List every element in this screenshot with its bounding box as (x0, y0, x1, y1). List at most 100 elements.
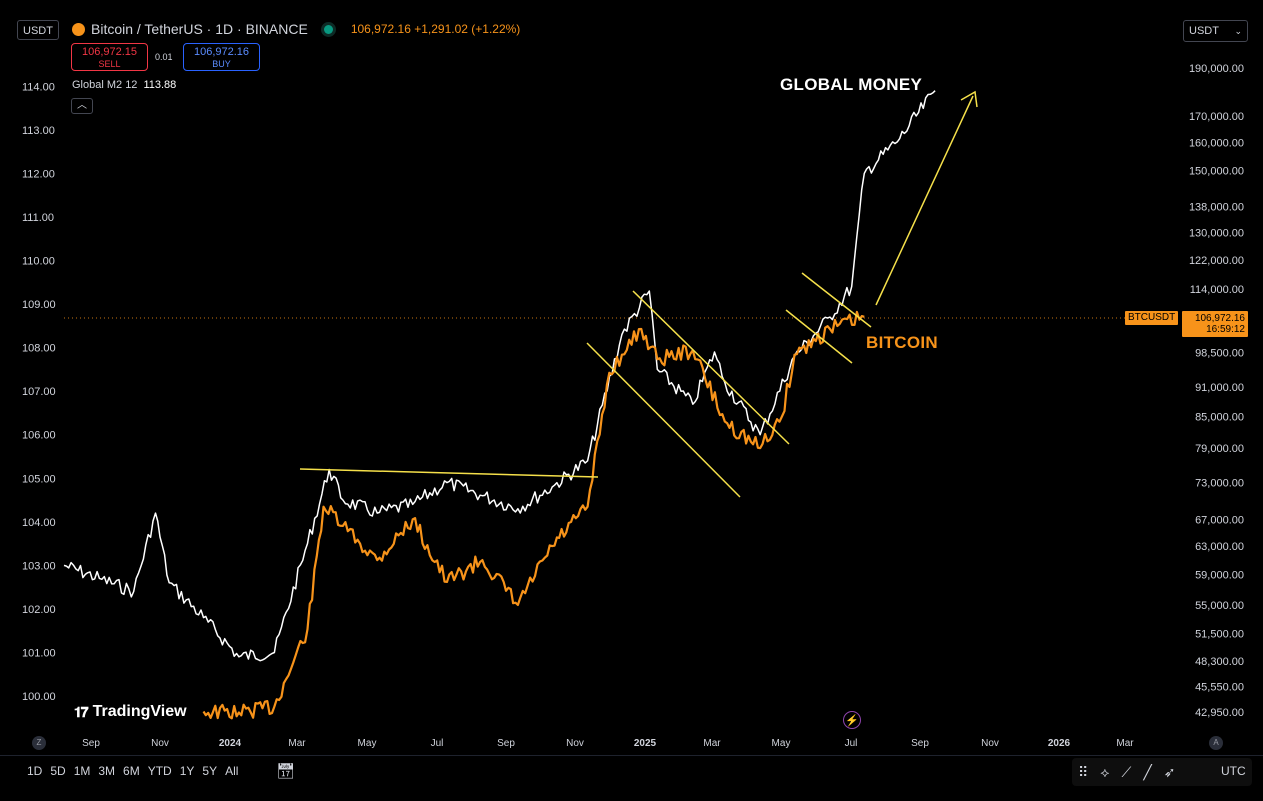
time-axis-tick-label: Nov (566, 738, 584, 749)
time-axis-tick-label: Mar (703, 738, 721, 749)
left-axis-tick-label: 107.00 (22, 386, 56, 398)
trend-line-icon[interactable]: ╱ (1143, 763, 1152, 780)
currency-select[interactable]: USDT ⌄ (1183, 20, 1248, 42)
auto-scale-toggle[interactable]: A (1209, 736, 1223, 750)
left-axis-tick-label: 106.00 (22, 430, 56, 442)
range-1d[interactable]: 1D (27, 764, 43, 778)
time-axis-tick-label: Mar (1116, 738, 1134, 749)
flag-upper-line (801, 272, 872, 328)
time-axis[interactable]: Sep Nov 2024 Mar May Jul Sep Nov 2025 Mar May Jul Se… (82, 738, 1134, 749)
right-axis-tick-label: 122,000.00 (1189, 255, 1244, 267)
grip-icon[interactable]: ⠿ (1078, 763, 1089, 780)
time-axis-tick-label: Sep (911, 738, 929, 749)
market-open-status-icon (323, 24, 333, 34)
tradingview-watermark: 𝟏𝟕 TradingView (74, 703, 187, 721)
time-axis-tick-label: Sep (82, 738, 100, 749)
time-axis-tick-label: May (772, 738, 791, 749)
sell-button[interactable]: 106,972.15 SELL (71, 43, 148, 71)
bitcoin-annotation[interactable]: BITCOIN (866, 333, 938, 352)
current-price-tag: 106,972.16 16:59:12 (1182, 311, 1248, 337)
right-axis-tick-label: 51,500.00 (1195, 628, 1244, 640)
right-axis-tick-label: 45,550.00 (1195, 682, 1244, 694)
symbol-price-tag: BTCUSDT (1125, 311, 1179, 325)
date-range-buttons: 1D 5D 1M 3M 6M YTD 1Y 5Y All (27, 764, 246, 778)
bar-countdown: 16:59:12 (1206, 324, 1245, 335)
right-axis-tick-label: 48,300.00 (1195, 656, 1244, 668)
range-1m[interactable]: 1M (73, 764, 91, 778)
drawing-tools-panel: ⠿ ⟡ ⟋ ╱ ➶ (1072, 758, 1252, 786)
sell-label: SELL (98, 59, 121, 69)
range-1y[interactable]: 1Y (179, 764, 195, 778)
time-axis-tick-label: Sep (497, 738, 515, 749)
left-axis-tick-label: 100.00 (22, 691, 56, 703)
right-axis-tick-label: 138,000.00 (1189, 201, 1244, 213)
left-axis-tick-label: 111.00 (22, 212, 54, 224)
left-axis-tick-label: 104.00 (22, 517, 56, 529)
right-axis-tick-label: 67,000.00 (1195, 514, 1244, 526)
line-tool-icon[interactable]: ⟋ (1121, 763, 1132, 780)
projection-arrow-head (960, 90, 978, 108)
collapse-legend-button[interactable]: ︿ (71, 98, 93, 114)
global-money-annotation[interactable]: GLOBAL MONEY (780, 75, 923, 94)
right-axis-tick-label: 85,000.00 (1195, 411, 1244, 423)
time-axis-tick-label: Nov (981, 738, 999, 749)
left-axis-tick-label: 105.00 (22, 473, 56, 485)
channel-lower-line (586, 342, 741, 498)
buy-button[interactable]: 106,972.16 BUY (183, 43, 260, 71)
indicator-name: Global M2 12 (72, 79, 138, 91)
indicator-legend[interactable]: Global M2 12 113.88 (72, 79, 176, 91)
time-axis-tick-label: Jul (845, 738, 858, 749)
buy-label: BUY (212, 59, 231, 69)
flag-lower-line (785, 309, 853, 364)
range-5y[interactable]: 5Y (202, 764, 218, 778)
left-axis-tick-label: 101.00 (22, 647, 56, 659)
projection-arrow-line (875, 95, 974, 306)
right-axis-tick-label: 170,000.00 (1189, 111, 1244, 123)
right-axis-tick-label: 63,000.00 (1195, 541, 1244, 553)
right-axis-tick-label: 42,950.00 (1195, 707, 1244, 719)
left-axis-tick-label: 110.00 (22, 256, 55, 268)
left-axis-tick-label: 109.00 (22, 299, 56, 311)
right-axis-tick-label: 79,000.00 (1195, 443, 1244, 455)
time-axis-tick-label: 2025 (634, 738, 657, 749)
range-5d[interactable]: 5D (50, 764, 66, 778)
left-axis-tick-label: 114.00 (22, 81, 55, 93)
range-all[interactable]: All (225, 764, 239, 778)
calendar-icon[interactable]: 📅︎ (276, 763, 296, 780)
horizontal-resistance-line (299, 468, 599, 478)
pattern-icon[interactable]: ⟡ (1100, 763, 1110, 780)
chart-title[interactable]: Bitcoin / TetherUS · 1D · BINANCE (91, 21, 308, 37)
time-axis-tick-label: 2026 (1048, 738, 1071, 749)
chart-title-row: Bitcoin / TetherUS · 1D · BINANCE 106,97… (72, 21, 520, 37)
tradingview-logo-icon: 𝟏𝟕 (74, 703, 89, 720)
last-price-change: 106,972.16 +1,291.02 (+1.22%) (351, 22, 520, 36)
right-axis-tick-label: 114,000.00 (1190, 284, 1244, 296)
price-change: +1,291.02 (+1.22%) (414, 22, 521, 36)
right-price-axis[interactable]: 42,950.00 45,550.00 48,300.00 51,500.00 55,0… (1189, 63, 1244, 719)
chevron-down-icon: ⌄ (1234, 26, 1242, 36)
global-m2-series-line (63, 90, 936, 662)
range-6m[interactable]: 6M (123, 764, 140, 778)
right-axis-tick-label: 59,000.00 (1195, 569, 1244, 581)
right-axis-tick-label: 73,000.00 (1195, 477, 1244, 489)
time-axis-tick-label: Jul (431, 738, 444, 749)
lightning-icon[interactable]: ⚡ (843, 711, 861, 729)
last-price: 106,972.16 (350, 22, 411, 36)
watermark-text: TradingView (92, 703, 187, 720)
timezone-button[interactable]: UTC (1221, 764, 1246, 778)
left-price-axis[interactable]: 100.00 101.00 102.00 103.00 104.00 105.00 106.… (22, 81, 56, 703)
range-3m[interactable]: 3M (98, 764, 116, 778)
symbol-search-box[interactable]: USDT (17, 20, 59, 40)
chevron-up-icon: ︿ (77, 100, 87, 111)
left-axis-toggle[interactable]: Z (32, 736, 46, 750)
range-ytd[interactable]: YTD (147, 764, 172, 778)
time-axis-tick-label: Nov (151, 738, 169, 749)
right-axis-tick-label: 150,000.00 (1189, 165, 1244, 177)
right-axis-tick-label: 130,000.00 (1189, 227, 1244, 239)
right-axis-tick-label: 190,000.00 (1189, 63, 1244, 75)
cursor-icon[interactable]: ➶ (1163, 763, 1176, 780)
currency-select-value: USDT (1189, 25, 1219, 37)
left-axis-tick-label: 113.00 (22, 125, 55, 137)
left-axis-tick-label: 108.00 (22, 343, 56, 355)
